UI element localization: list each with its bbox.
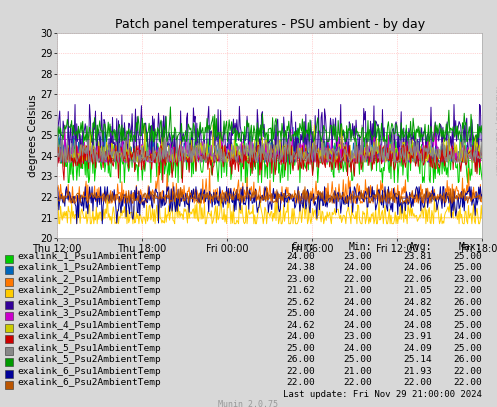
Text: 25.00: 25.00 [453, 263, 482, 272]
Text: exalink_4_Psu2AmbientTemp: exalink_4_Psu2AmbientTemp [17, 332, 161, 341]
Text: 26.00: 26.00 [453, 298, 482, 306]
Text: 22.06: 22.06 [403, 275, 432, 284]
Text: 22.00: 22.00 [343, 378, 372, 387]
Text: 24.00: 24.00 [343, 298, 372, 306]
Text: exalink_2_Psu1AmbientTemp: exalink_2_Psu1AmbientTemp [17, 275, 161, 284]
Text: 22.00: 22.00 [286, 378, 315, 387]
Text: exalink_6_Psu1AmbientTemp: exalink_6_Psu1AmbientTemp [17, 367, 161, 376]
Text: exalink_5_Psu2AmbientTemp: exalink_5_Psu2AmbientTemp [17, 355, 161, 364]
Text: 24.82: 24.82 [403, 298, 432, 306]
Text: 22.00: 22.00 [453, 286, 482, 295]
Text: 21.05: 21.05 [403, 286, 432, 295]
Text: exalink_1_Psu2AmbientTemp: exalink_1_Psu2AmbientTemp [17, 263, 161, 272]
Text: exalink_3_Psu2AmbientTemp: exalink_3_Psu2AmbientTemp [17, 309, 161, 318]
Bar [5, 312, 13, 320]
Bar [5, 346, 13, 354]
Text: exalink_2_Psu2AmbientTemp: exalink_2_Psu2AmbientTemp [17, 286, 161, 295]
Text: 23.81: 23.81 [403, 252, 432, 260]
Bar [5, 289, 13, 297]
Text: 21.62: 21.62 [286, 286, 315, 295]
Text: RRDTOOL / TOBI OETIKER: RRDTOOL / TOBI OETIKER [494, 86, 497, 175]
Text: 25.00: 25.00 [453, 252, 482, 260]
Text: 26.00: 26.00 [286, 355, 315, 364]
Text: 24.00: 24.00 [343, 309, 372, 318]
Text: 23.00: 23.00 [343, 332, 372, 341]
Text: 25.00: 25.00 [453, 321, 482, 330]
Text: 24.06: 24.06 [403, 263, 432, 272]
Text: 25.62: 25.62 [286, 298, 315, 306]
Text: Avg:: Avg: [409, 242, 432, 252]
Bar [5, 255, 13, 263]
Text: 25.14: 25.14 [403, 355, 432, 364]
Bar [5, 358, 13, 366]
Bar [5, 324, 13, 332]
Text: 24.00: 24.00 [343, 263, 372, 272]
Text: 24.38: 24.38 [286, 263, 315, 272]
Text: 25.00: 25.00 [286, 344, 315, 352]
Text: 21.00: 21.00 [343, 286, 372, 295]
Text: 24.00: 24.00 [286, 332, 315, 341]
Text: 23.00: 23.00 [286, 275, 315, 284]
Text: exalink_3_Psu1AmbientTemp: exalink_3_Psu1AmbientTemp [17, 298, 161, 306]
Bar [5, 278, 13, 286]
Bar [5, 266, 13, 274]
Bar [5, 381, 13, 389]
Text: exalink_5_Psu1AmbientTemp: exalink_5_Psu1AmbientTemp [17, 344, 161, 352]
Text: 22.00: 22.00 [453, 378, 482, 387]
Text: Munin 2.0.75: Munin 2.0.75 [218, 400, 278, 407]
Text: 22.00: 22.00 [453, 367, 482, 376]
Bar [5, 301, 13, 309]
Text: 23.00: 23.00 [453, 275, 482, 284]
Text: 24.00: 24.00 [343, 344, 372, 352]
Text: 23.00: 23.00 [343, 252, 372, 260]
Text: Last update: Fri Nov 29 21:00:00 2024: Last update: Fri Nov 29 21:00:00 2024 [283, 389, 482, 398]
Text: 24.62: 24.62 [286, 321, 315, 330]
Text: 25.00: 25.00 [453, 309, 482, 318]
Text: 23.91: 23.91 [403, 332, 432, 341]
Text: 21.93: 21.93 [403, 367, 432, 376]
Text: Cur:: Cur: [292, 242, 315, 252]
Text: 24.09: 24.09 [403, 344, 432, 352]
Text: Max:: Max: [459, 242, 482, 252]
Title: Patch panel temperatures - PSU ambient - by day: Patch panel temperatures - PSU ambient -… [115, 18, 424, 31]
Text: 24.08: 24.08 [403, 321, 432, 330]
Bar [5, 335, 13, 343]
Text: 21.00: 21.00 [343, 367, 372, 376]
Text: exalink_6_Psu2AmbientTemp: exalink_6_Psu2AmbientTemp [17, 378, 161, 387]
Text: exalink_1_Psu1AmbientTemp: exalink_1_Psu1AmbientTemp [17, 252, 161, 260]
Text: 24.00: 24.00 [286, 252, 315, 260]
Text: 24.00: 24.00 [343, 321, 372, 330]
Text: 25.00: 25.00 [286, 309, 315, 318]
Text: 22.00: 22.00 [343, 275, 372, 284]
Text: exalink_4_Psu1AmbientTemp: exalink_4_Psu1AmbientTemp [17, 321, 161, 330]
Text: 26.00: 26.00 [453, 355, 482, 364]
Text: 22.00: 22.00 [286, 367, 315, 376]
Y-axis label: degrees Celsius: degrees Celsius [28, 94, 38, 177]
Text: 25.00: 25.00 [453, 344, 482, 352]
Text: 24.05: 24.05 [403, 309, 432, 318]
Bar [5, 370, 13, 378]
Text: Min:: Min: [348, 242, 372, 252]
Text: 22.00: 22.00 [403, 378, 432, 387]
Text: 24.00: 24.00 [453, 332, 482, 341]
Text: 25.00: 25.00 [343, 355, 372, 364]
